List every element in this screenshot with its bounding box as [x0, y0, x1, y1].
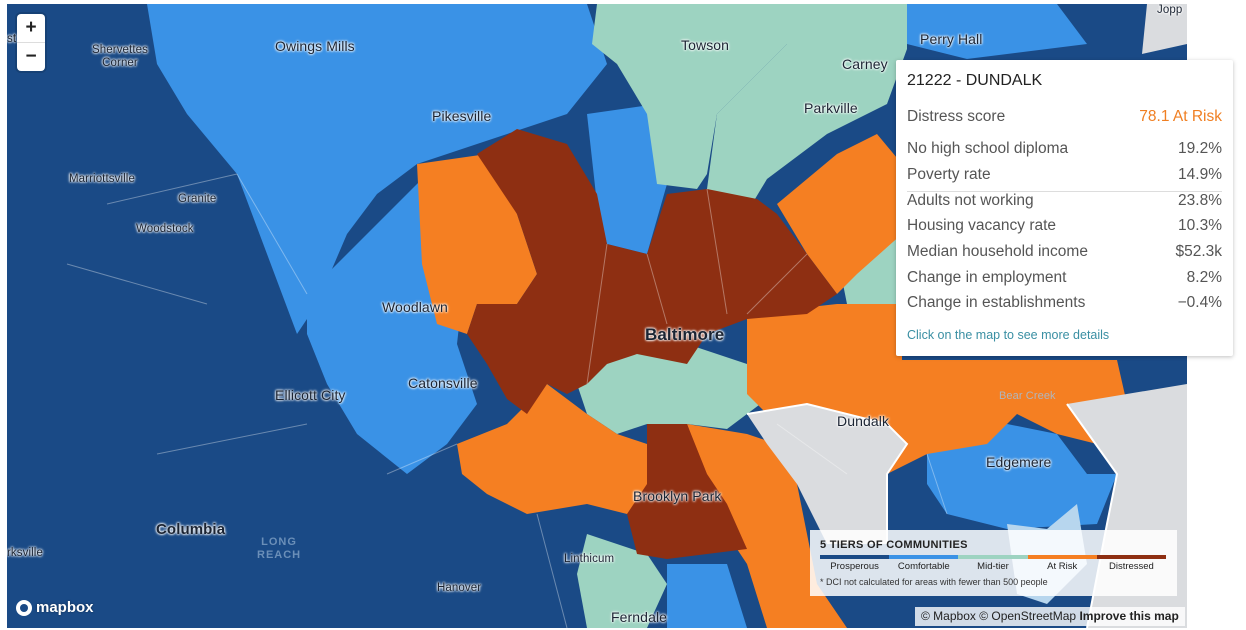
place-marriottsville: Marriottsville: [69, 173, 135, 185]
place-shervettes-corner: Shervettes Corner: [92, 44, 148, 69]
mapbox-logo[interactable]: mapbox: [16, 599, 94, 616]
region-nodata-ne: [1142, 4, 1187, 54]
stat-row: No high school diploma 19.2%: [907, 140, 1222, 158]
popup-title: 21222 - DUNDALK: [907, 72, 1043, 89]
stat-value: 10.3%: [1178, 217, 1222, 234]
legend-color-bar: [820, 555, 1167, 559]
place-columbia: Columbia: [156, 521, 226, 538]
legend-swatch-atrisk: [1027, 555, 1097, 559]
place-catonsville: Catonsville: [408, 375, 478, 391]
stat-row: Housing vacancy rate 10.3%: [907, 217, 1222, 235]
region-comfortable-edgemere: [927, 424, 1117, 529]
legend-labels: Prosperous Comfortable Mid-tier At Risk …: [820, 561, 1166, 572]
attribution-text: © Mapbox © OpenStreetMap: [921, 609, 1077, 623]
region-midtier-parkville: [707, 4, 907, 204]
stat-value: 23.8%: [1178, 192, 1222, 209]
place-parkville: Parkville: [804, 100, 858, 116]
place-pikesville: Pikesville: [432, 108, 492, 124]
stat-label: Median household income: [907, 243, 1088, 260]
place-carney: Carney: [842, 56, 888, 72]
zoom-out-button[interactable]: −: [17, 42, 45, 71]
popup-divider: [907, 191, 1222, 192]
more-details-link[interactable]: Click on the map to see more details: [907, 328, 1110, 342]
region-atrisk-northeast: [777, 134, 902, 294]
region-midtier-south: [577, 344, 767, 434]
region-comfortable-north: [147, 4, 607, 334]
place-brooklyn-park: Brooklyn Park: [633, 488, 722, 504]
region-atrisk-southwest: [457, 384, 707, 514]
stat-row: Adults not working 23.8%: [907, 192, 1222, 210]
place-woodstock: Woodstock: [136, 223, 194, 235]
stat-value: $52.3k: [1175, 243, 1222, 260]
mapbox-logo-text: mapbox: [36, 599, 94, 616]
stat-label: Poverty rate: [907, 166, 991, 183]
legend-note: * DCI not calculated for areas with fewe…: [820, 577, 1048, 587]
region-boundaries: [66, 173, 948, 628]
stat-value: 8.2%: [1186, 269, 1222, 286]
stat-label: Housing vacancy rate: [907, 217, 1057, 234]
stat-value: 19.2%: [1178, 140, 1222, 157]
stat-value: −0.4%: [1177, 294, 1222, 311]
zoom-control: + −: [17, 14, 45, 71]
place-left-edge: st: [7, 33, 17, 45]
legend-label-prosperous: Prosperous: [830, 561, 879, 572]
place-long-reach: LONG REACH: [257, 536, 302, 561]
stat-label: Change in employment: [907, 269, 1067, 286]
place-granite: Granite: [178, 193, 217, 205]
region-midtier-towson: [592, 4, 787, 189]
region-midtier-southwest: [577, 534, 667, 628]
legend-swatch-prosperous: [820, 555, 890, 559]
stat-value: 14.9%: [1178, 166, 1222, 183]
legend-swatch-distressed: [1096, 555, 1167, 559]
stat-row: Median household income $52.3k: [907, 243, 1222, 261]
stat-row: Poverty rate 14.9%: [907, 166, 1222, 184]
place-perry-hall: Perry Hall: [920, 31, 983, 47]
place-dundalk: Dundalk: [837, 413, 890, 429]
zoom-in-button[interactable]: +: [25, 17, 37, 38]
legend-swatch-comfortable: [889, 555, 959, 559]
place-bear-creek: Bear Creek: [999, 390, 1056, 402]
place-ellicott-city: Ellicott City: [275, 387, 346, 403]
region-atrisk-south: [687, 424, 847, 628]
distress-score-label: Distress score: [907, 108, 1006, 125]
stat-label: No high school diploma: [907, 140, 1069, 157]
distress-score-row: Distress score 78.1 At Risk: [907, 108, 1222, 126]
place-linthicum: Linthicum: [564, 553, 615, 565]
place-woodlawn: Woodlawn: [382, 299, 448, 315]
legend-title: 5 TIERS OF COMMUNITIES: [820, 539, 968, 551]
legend-swatch-midtier: [958, 555, 1028, 559]
region-comfortable-south: [667, 564, 747, 628]
stat-label: Adults not working: [907, 192, 1034, 209]
place-baltimore: Baltimore: [645, 325, 725, 344]
place-ferndale: Ferndale: [611, 609, 668, 625]
legend-label-distressed: Distressed: [1108, 561, 1154, 572]
place-joppa: Jopp: [1157, 4, 1183, 16]
legend-label-atrisk: At Risk: [1047, 561, 1078, 572]
improve-map-link[interactable]: Improve this map: [1079, 609, 1179, 623]
area-details-popup: 21222 - DUNDALK Distress score 78.1 At R…: [896, 60, 1233, 356]
stat-row: Change in establishments −0.4%: [907, 294, 1222, 312]
stat-row: Change in employment 8.2%: [907, 269, 1222, 287]
map-attribution: © Mapbox © OpenStreetMap Improve this ma…: [915, 607, 1185, 626]
place-owings-mills: Owings Mills: [275, 38, 355, 54]
region-distressed-brooklyn: [627, 424, 747, 559]
region-distressed-west: [467, 129, 837, 414]
region-comfortable-mid: [587, 104, 667, 254]
region-nodata-east: [747, 404, 907, 544]
place-edgemere: Edgemere: [986, 454, 1052, 470]
region-comfortable-east: [907, 4, 1087, 59]
place-towson: Towson: [681, 37, 730, 53]
legend-label-midtier: Mid-tier: [977, 561, 1009, 572]
stat-label: Change in establishments: [907, 294, 1086, 311]
distress-score-value: 78.1 At Risk: [1139, 108, 1222, 125]
legend-label-comfortable: Comfortable: [897, 561, 950, 572]
place-sykesville: rksville: [7, 547, 43, 559]
tiers-legend: 5 TIERS OF COMMUNITIES Prosperous Comfor…: [810, 530, 1177, 596]
mapbox-logo-icon: [16, 599, 32, 616]
place-hanover: Hanover: [437, 582, 482, 594]
